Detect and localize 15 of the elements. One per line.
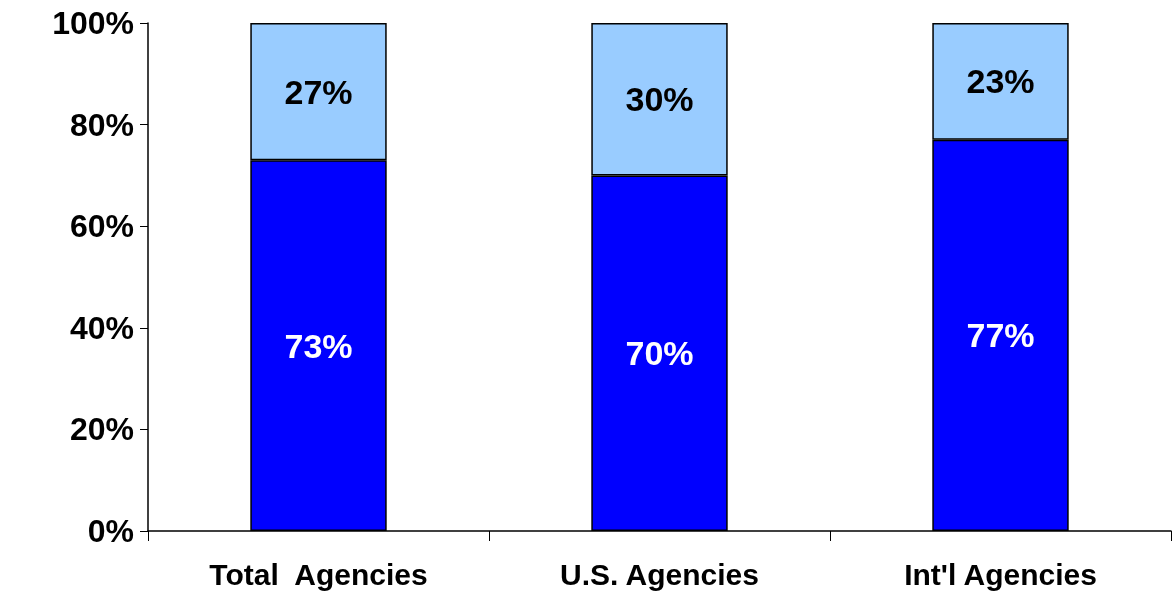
y-tick-label: 80%	[69, 106, 134, 143]
x-tick-label: Total Agencies	[209, 557, 428, 591]
data-label: 77%	[966, 316, 1035, 355]
data-label: 30%	[625, 80, 694, 119]
data-label: 73%	[284, 326, 353, 365]
y-tick-label: 40%	[69, 309, 134, 346]
x-tick-label: U.S. Agencies	[560, 557, 759, 591]
y-tick-label: 100%	[52, 5, 134, 41]
y-tick-label: 0%	[87, 513, 134, 549]
x-tick-label: Int'l Agencies	[904, 557, 1097, 591]
data-label: 70%	[625, 334, 694, 373]
y-tick-label: 20%	[69, 411, 134, 448]
y-tick-label: 60%	[69, 208, 134, 245]
data-label: 27%	[284, 72, 353, 111]
data-label: 23%	[966, 62, 1035, 101]
